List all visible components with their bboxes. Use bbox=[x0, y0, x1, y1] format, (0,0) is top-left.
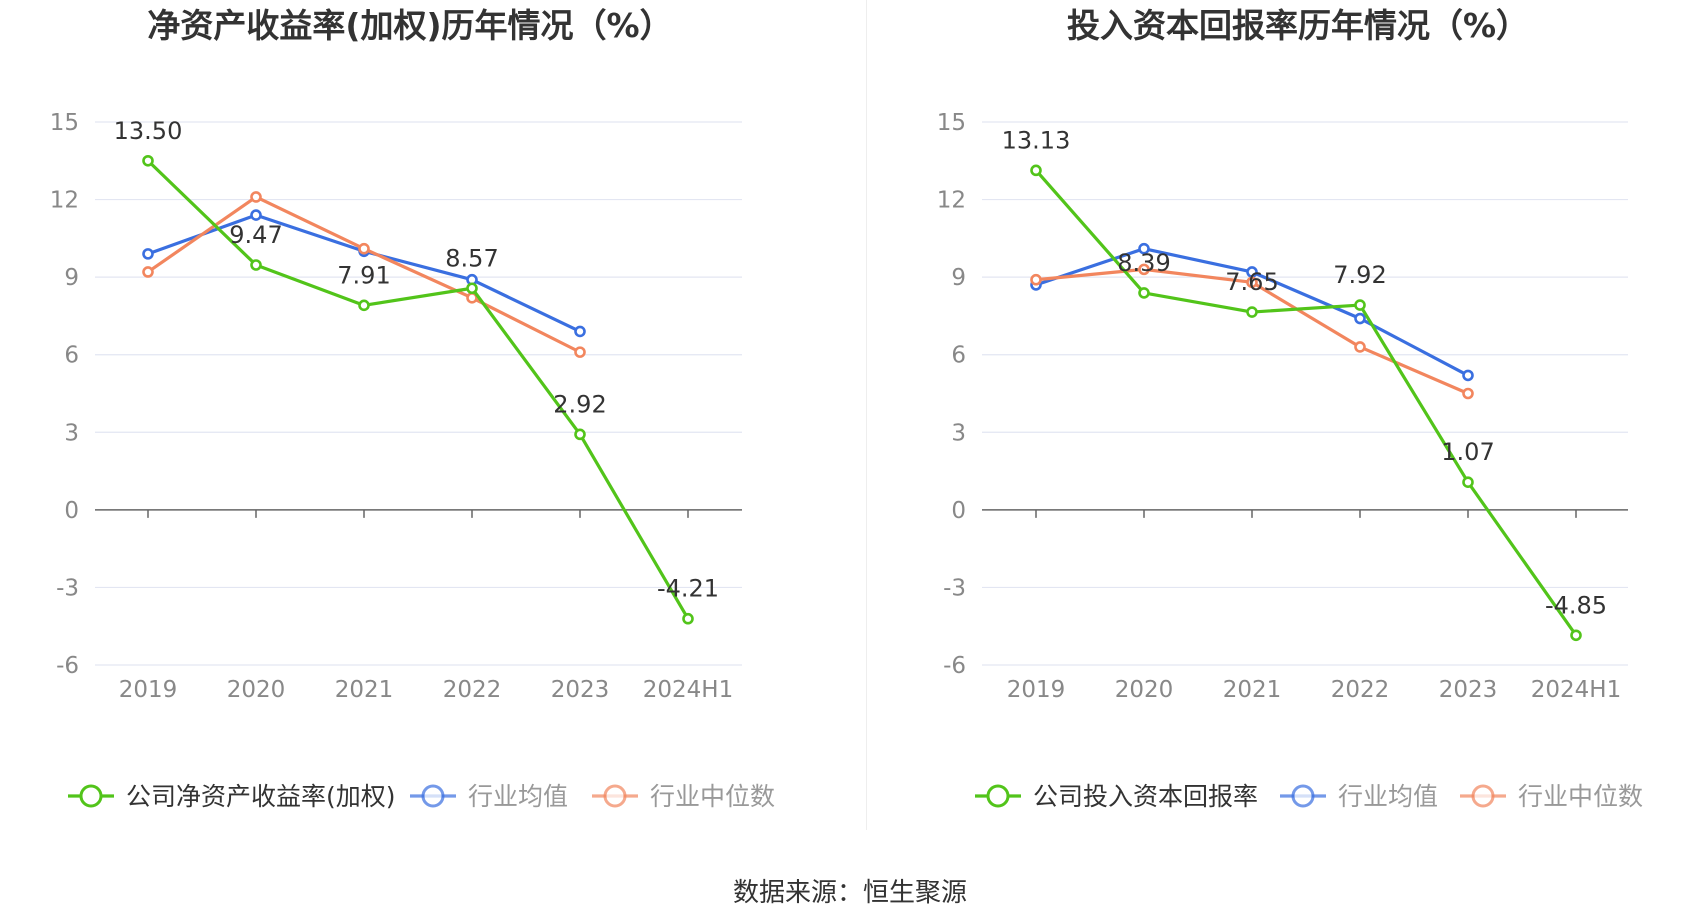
x-tick-label: 2019 bbox=[119, 677, 178, 703]
legend-marker-avg bbox=[1291, 784, 1315, 808]
panel-divider bbox=[866, 0, 867, 830]
y-tick-label: 15 bbox=[50, 110, 79, 136]
x-tick-label: 2019 bbox=[1007, 677, 1066, 703]
y-tick-label: 6 bbox=[64, 343, 79, 369]
data-point-avg bbox=[1354, 312, 1366, 325]
y-tick-label: 9 bbox=[64, 265, 79, 291]
chart-title: 净资产收益率(加权)历年情况（%） bbox=[147, 6, 672, 45]
data-point-company bbox=[142, 154, 154, 167]
data-point-company bbox=[1570, 629, 1582, 642]
y-tick-label: -6 bbox=[943, 653, 966, 679]
data-point-median bbox=[1462, 387, 1474, 400]
data-point-company bbox=[1030, 164, 1042, 177]
x-tick-label: 2022 bbox=[1331, 677, 1390, 703]
data-point-company bbox=[1354, 299, 1366, 311]
data-point-company bbox=[466, 282, 478, 295]
data-label: 13.13 bbox=[1002, 126, 1071, 154]
data-point-avg bbox=[1462, 369, 1474, 382]
data-label: 9.47 bbox=[229, 221, 282, 249]
legend-label-company: 公司净资产收益率(加权) bbox=[126, 782, 396, 811]
chart-title: 投入资本回报率历年情况（%） bbox=[1067, 6, 1529, 45]
x-tick-label: 2024H1 bbox=[1531, 677, 1621, 703]
data-label: 7.65 bbox=[1225, 268, 1278, 296]
data-label: 1.07 bbox=[1441, 438, 1494, 466]
y-tick-label: 3 bbox=[951, 420, 966, 446]
data-point-avg bbox=[574, 325, 586, 338]
data-point-median bbox=[142, 266, 154, 278]
data-point-company bbox=[574, 428, 586, 441]
y-tick-label: -6 bbox=[56, 653, 79, 679]
series-line-company bbox=[146, 159, 690, 620]
x-tick-label: 2021 bbox=[335, 677, 394, 703]
data-label: 8.57 bbox=[445, 244, 498, 272]
data-label: -4.85 bbox=[1545, 591, 1607, 619]
data-point-median bbox=[358, 242, 370, 255]
data-point-company bbox=[1138, 287, 1150, 299]
legend-label-company: 公司投入资本回报率 bbox=[1033, 782, 1258, 811]
data-point-company bbox=[682, 612, 694, 625]
data-label: 2.92 bbox=[553, 390, 606, 418]
data-label: 7.92 bbox=[1333, 261, 1386, 289]
legend-marker-avg bbox=[421, 784, 445, 808]
legend-label-avg: 行业均值 bbox=[1338, 782, 1438, 811]
y-tick-label: 6 bbox=[951, 343, 966, 369]
x-tick-label: 2022 bbox=[443, 677, 502, 703]
y-tick-label: 0 bbox=[951, 498, 966, 524]
legend-marker-company bbox=[79, 784, 103, 808]
x-tick-label: 2021 bbox=[1223, 677, 1282, 703]
x-tick-label: 2023 bbox=[1439, 677, 1498, 703]
legend-marker-median bbox=[603, 784, 627, 808]
x-tick-label: 2020 bbox=[1115, 677, 1174, 703]
data-point-company bbox=[250, 259, 262, 271]
legend-label-median: 行业中位数 bbox=[1518, 782, 1643, 811]
data-label: -4.21 bbox=[657, 575, 719, 603]
legend-marker-median bbox=[1471, 784, 1495, 808]
data-label: 13.50 bbox=[114, 117, 183, 145]
data-source: 数据来源：恒生聚源 bbox=[732, 878, 967, 908]
y-tick-label: -3 bbox=[943, 575, 966, 601]
data-point-median bbox=[250, 191, 262, 203]
y-tick-label: 15 bbox=[937, 110, 966, 136]
data-point-median bbox=[1030, 273, 1042, 286]
data-point-avg bbox=[1138, 242, 1150, 255]
data-point-median bbox=[1138, 263, 1150, 276]
y-tick-label: -3 bbox=[56, 575, 79, 601]
y-tick-label: 9 bbox=[951, 265, 966, 291]
x-tick-label: 2023 bbox=[551, 677, 610, 703]
legend-label-median: 行业中位数 bbox=[650, 782, 775, 811]
y-tick-label: 12 bbox=[937, 188, 966, 214]
data-label: 8.39 bbox=[1117, 249, 1170, 277]
data-point-median bbox=[1246, 276, 1258, 289]
x-tick-label: 2024H1 bbox=[643, 677, 733, 703]
legend-label-avg: 行业均值 bbox=[468, 782, 568, 811]
data-point-avg bbox=[1246, 266, 1258, 278]
data-point-company bbox=[1246, 306, 1258, 318]
data-point-median bbox=[1354, 341, 1366, 353]
y-tick-label: 12 bbox=[50, 188, 79, 214]
x-tick-label: 2020 bbox=[227, 677, 286, 703]
data-point-avg bbox=[142, 248, 154, 260]
data-point-company bbox=[358, 299, 370, 312]
data-point-avg bbox=[250, 209, 262, 221]
y-tick-label: 0 bbox=[64, 498, 79, 524]
data-label: 7.91 bbox=[337, 261, 390, 289]
data-point-median bbox=[574, 346, 586, 358]
y-tick-label: 3 bbox=[64, 420, 79, 446]
series-line-company bbox=[1034, 169, 1578, 637]
legend-marker-company bbox=[986, 784, 1010, 808]
data-point-company bbox=[1462, 476, 1474, 488]
